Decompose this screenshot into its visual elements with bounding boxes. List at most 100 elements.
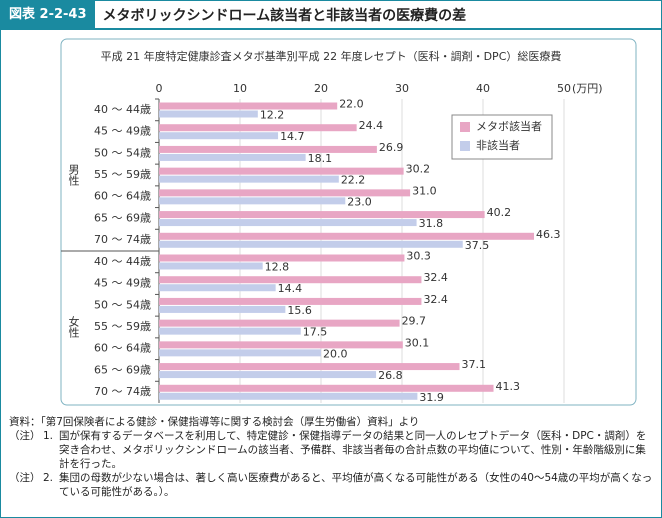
bar: [159, 363, 460, 371]
value-label: 32.4: [423, 271, 448, 284]
y-tick-label: 65 ～ 69歳: [94, 363, 151, 376]
y-tick-label: 50 ～ 54歳: [94, 146, 151, 159]
bar: [159, 371, 377, 379]
legend-label: メタボ該当者: [476, 119, 542, 133]
y-tick-label: 40 ～ 44歳: [94, 103, 151, 116]
y-tick-label: 60 ～ 64歳: [94, 342, 151, 355]
y-tick-label: 60 ～ 64歳: [94, 190, 151, 203]
bar: [159, 349, 321, 357]
legend-label: 非該当者: [476, 138, 520, 152]
value-label: 31.0: [412, 184, 437, 197]
value-label: 32.4: [423, 293, 448, 306]
value-label: 37.5: [465, 239, 490, 252]
bar: [159, 175, 339, 183]
x-tick-label: 30: [395, 82, 409, 95]
value-label: 12.8: [265, 261, 290, 274]
bar: [159, 153, 306, 161]
y-tick-label: 55 ～ 59歳: [94, 168, 151, 181]
bar: [159, 240, 463, 248]
value-label: 40.2: [487, 206, 512, 219]
bar: [159, 319, 400, 327]
bar: [159, 276, 422, 284]
value-label: 26.9: [379, 141, 404, 154]
bar: [159, 219, 417, 227]
value-label: 30.3: [406, 250, 431, 263]
value-label: 31.8: [419, 217, 444, 230]
figure-title: メタボリックシンドローム該当者と非該当者の医療費の差: [102, 7, 467, 24]
x-tick-label: 10: [233, 82, 247, 95]
value-label: 26.8: [378, 369, 403, 382]
chart-title: 平成 21 年度特定健康診査メタボ基準別平成 22 年度レセプト（医科・調剤・D…: [101, 49, 562, 63]
bar: [159, 132, 279, 140]
y-tick-label: 70 ～ 74歳: [94, 233, 151, 246]
value-label: 30.2: [406, 163, 431, 176]
y-tick-label: 65 ～ 69歳: [94, 211, 151, 224]
x-tick-label: 40: [476, 82, 490, 95]
notes: 資料：「第7回保険者による健診・保健指導等に関する検討会（厚生労働省）資料」より…: [9, 415, 654, 499]
note-mark: （注）: [9, 472, 41, 484]
legend-swatch: [460, 122, 470, 132]
bar: [159, 124, 357, 132]
note-text: 国が保有するデータベースを利用して、特定健診・保健指導データの結果と同一人のレセ…: [59, 430, 647, 470]
header: 図表 2-2-43 メタボリックシンドローム該当者と非該当者の医療費の差: [1, 1, 661, 30]
y-tick-label: 70 ～ 74歳: [94, 385, 151, 398]
bar: [159, 384, 494, 392]
bar: [159, 341, 403, 349]
x-unit: (万円): [572, 82, 603, 95]
note-number: 2.: [43, 472, 54, 484]
group-label: 女性: [67, 315, 80, 339]
value-label: 30.1: [405, 336, 430, 349]
value-label: 23.0: [347, 195, 372, 208]
bar: [159, 262, 263, 270]
value-label: 22.2: [341, 174, 366, 187]
figure-label: 図表 2-2-43: [1, 1, 95, 28]
y-tick-label: 45 ～ 49歳: [94, 277, 151, 290]
value-label: 17.5: [303, 326, 328, 339]
bar: [159, 392, 418, 400]
group-label: 男性: [67, 164, 80, 187]
note-text: 集団の母数が少ない場合は、著しく高い医療費があると、平均値が高くなる可能性がある…: [59, 472, 653, 498]
value-label: 20.0: [323, 347, 348, 360]
x-tick-label: 0: [156, 82, 163, 95]
note: （注） 2. 集団の母数が少ない場合は、著しく高い医療費があると、平均値が高くなる可…: [9, 471, 654, 499]
bar: [159, 232, 535, 240]
y-tick-label: 50 ～ 54歳: [94, 298, 151, 311]
chart-frame: [60, 38, 637, 406]
bar: [159, 327, 301, 335]
value-label: 41.3: [496, 380, 521, 393]
y-tick-label: 40 ～ 44歳: [94, 255, 151, 268]
bar: [159, 254, 405, 262]
value-label: 22.0: [339, 98, 364, 111]
bar: [159, 297, 422, 305]
bar: [159, 189, 411, 197]
y-tick-label: 55 ～ 59歳: [94, 320, 151, 333]
bar: [159, 110, 258, 118]
value-label: 29.7: [402, 315, 427, 328]
chart: 平成 21 年度特定健康診査メタボ基準別平成 22 年度レセプト（医科・調剤・D…: [60, 38, 637, 406]
value-label: 46.3: [536, 228, 561, 241]
note: （注） 1. 国が保有するデータベースを利用して、特定健診・保健指導データの結果と同…: [9, 429, 654, 471]
bar: [159, 102, 338, 110]
value-label: 37.1: [462, 358, 487, 371]
x-tick-label: 50: [557, 82, 571, 95]
bar: [159, 305, 286, 313]
bar: [159, 211, 485, 219]
bar: [159, 284, 276, 292]
note-mark: （注）: [9, 430, 41, 442]
note-number: 1.: [43, 430, 54, 442]
value-label: 14.7: [280, 130, 305, 143]
value-label: 14.4: [278, 282, 303, 295]
bar: [159, 167, 404, 175]
value-label: 12.2: [260, 109, 285, 122]
value-label: 18.1: [308, 152, 333, 165]
y-tick-label: 45 ～ 49歳: [94, 125, 151, 138]
legend-swatch: [460, 141, 470, 151]
x-tick-label: 20: [314, 82, 328, 95]
value-label: 24.4: [359, 119, 384, 132]
value-label: 31.9: [419, 391, 444, 404]
bar: [159, 197, 346, 205]
value-label: 15.6: [287, 304, 312, 317]
source: 資料：「第7回保険者による健診・保健指導等に関する検討会（厚生労働省）資料」より: [9, 416, 420, 428]
bar: [159, 145, 377, 153]
